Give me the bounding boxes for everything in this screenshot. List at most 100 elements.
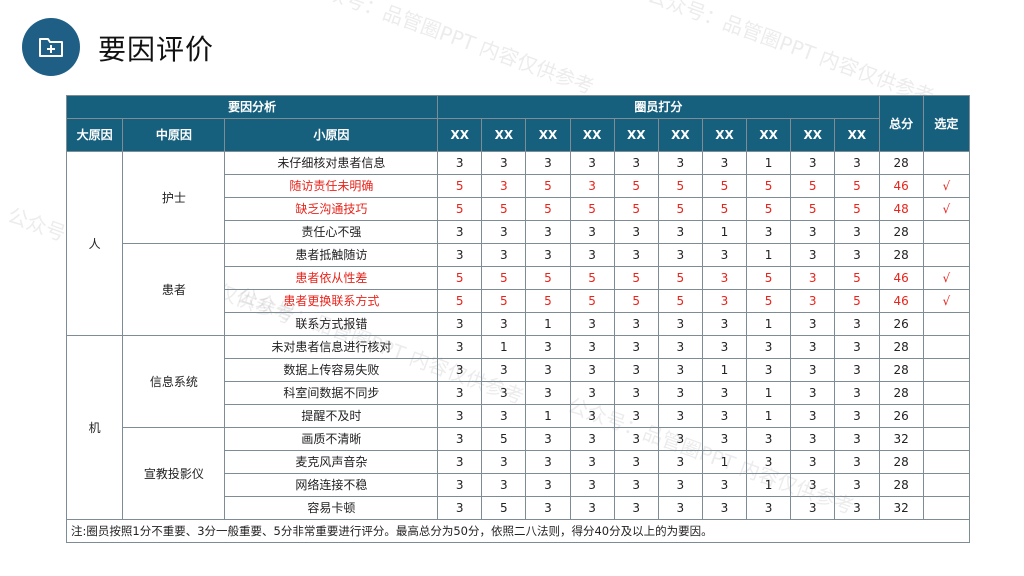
scorer-header: XX — [701, 118, 748, 152]
score-cell: 3 — [746, 496, 792, 520]
score-cell: 1 — [746, 473, 792, 497]
score-cell: 5 — [746, 174, 792, 198]
factor-analysis-header: 要因分析 — [65, 95, 439, 119]
score-cell: 3 — [569, 496, 615, 520]
score-cell: 3 — [569, 151, 615, 175]
score-cell: 5 — [834, 266, 880, 290]
selected-mark-cell — [922, 220, 971, 244]
score-cell: 3 — [834, 381, 880, 405]
score-cell: 3 — [701, 312, 748, 336]
score-cell: 3 — [613, 358, 659, 382]
score-cell: 1 — [746, 312, 792, 336]
score-cell: 3 — [790, 220, 836, 244]
score-cell: 1 — [701, 220, 748, 244]
score-cell: 3 — [701, 381, 748, 405]
score-cell: 3 — [790, 450, 836, 474]
score-cell: 5 — [481, 496, 527, 520]
score-cell: 5 — [525, 266, 571, 290]
score-cell: 3 — [790, 427, 836, 451]
score-cell: 3 — [701, 473, 748, 497]
middle-cause-cell: 信息系统 — [122, 335, 226, 428]
minor-cause-header: 小原因 — [224, 118, 439, 152]
score-cell: 3 — [437, 473, 483, 497]
middle-cause-header: 中原因 — [122, 118, 226, 152]
scorer-header: XX — [481, 118, 527, 152]
selected-mark-cell: √ — [922, 174, 971, 198]
minor-cause-cell: 未仔细核对患者信息 — [224, 151, 439, 175]
score-cell: 3 — [569, 174, 615, 198]
scorer-header: XX — [437, 118, 483, 152]
score-cell: 5 — [834, 197, 880, 221]
watermark: 公众号：品管圈PPT 内容仅供参考 — [644, 0, 938, 109]
score-cell: 3 — [834, 243, 880, 267]
score-cell: 3 — [481, 312, 527, 336]
score-cell: 3 — [790, 289, 836, 313]
selected-mark-cell: √ — [922, 289, 971, 313]
score-cell: 3 — [569, 473, 615, 497]
selected-mark-cell — [922, 335, 971, 359]
score-cell: 3 — [746, 427, 792, 451]
score-cell: 3 — [834, 220, 880, 244]
score-cell: 3 — [613, 220, 659, 244]
total-score-cell: 28 — [878, 358, 924, 382]
score-cell: 1 — [746, 404, 792, 428]
score-cell: 3 — [790, 312, 836, 336]
score-cell: 3 — [481, 473, 527, 497]
score-cell: 5 — [437, 289, 483, 313]
scorer-header: XX — [569, 118, 615, 152]
score-cell: 3 — [834, 450, 880, 474]
score-cell: 3 — [701, 496, 748, 520]
selected-mark-cell — [922, 427, 971, 451]
score-cell: 3 — [437, 496, 483, 520]
score-cell: 3 — [525, 220, 571, 244]
score-cell: 3 — [437, 427, 483, 451]
score-cell: 3 — [790, 473, 836, 497]
score-cell: 3 — [569, 243, 615, 267]
score-cell: 5 — [437, 266, 483, 290]
score-cell: 3 — [613, 427, 659, 451]
score-cell: 3 — [657, 151, 703, 175]
note-row: 注:圈员按照1分不重要、3分一般重要、5分非常重要进行评分。最高总分为50分，依… — [66, 519, 970, 543]
score-cell: 3 — [746, 358, 792, 382]
score-cell: 5 — [657, 174, 703, 198]
total-score-cell: 28 — [878, 473, 924, 497]
score-cell: 1 — [746, 381, 792, 405]
middle-cause-cell: 护士 — [122, 151, 226, 244]
score-cell: 1 — [525, 404, 571, 428]
score-cell: 3 — [437, 335, 483, 359]
watermark: 公众号：品管圈PPT 内容仅供参考 — [304, 0, 598, 99]
table-row: 网络连接不稳 3 3 3 3 3 3 3 1 3 3 28 — [67, 473, 971, 497]
score-cell: 3 — [481, 381, 527, 405]
selected-mark-cell — [922, 496, 971, 520]
table-row: 数据上传容易失败 3 3 3 3 3 3 1 3 3 3 28 — [67, 358, 971, 382]
score-cell: 5 — [746, 289, 792, 313]
minor-cause-cell: 患者抵触随访 — [224, 243, 439, 267]
score-cell: 3 — [657, 496, 703, 520]
score-cell: 3 — [701, 289, 748, 313]
table-row: 人护士 未仔细核对患者信息 3 3 3 3 3 3 3 1 3 3 28 — [65, 151, 971, 336]
page-title: 要因评价 — [98, 33, 215, 66]
selected-mark-cell: √ — [922, 266, 971, 290]
table-row: 宣教投影仪 画质不清晰 3 5 3 3 3 3 3 3 3 3 32 — [67, 427, 971, 520]
table-row: 责任心不强 3 3 3 3 3 3 1 3 3 3 28 — [67, 220, 971, 244]
score-cell: 3 — [790, 358, 836, 382]
factor-evaluation-table: 要因分析 圈员打分 总分 选定 大原因 中原因 小原因 XX XX XX XX XX XX… — [65, 95, 971, 543]
score-cell: 3 — [569, 404, 615, 428]
score-cell: 3 — [613, 450, 659, 474]
score-cell: 3 — [569, 220, 615, 244]
selected-mark-cell: √ — [922, 197, 971, 221]
score-cell: 5 — [569, 289, 615, 313]
score-cell: 3 — [613, 335, 659, 359]
score-cell: 3 — [481, 151, 527, 175]
score-cell: 1 — [701, 450, 748, 474]
member-scoring-header: 圈员打分 — [437, 95, 880, 119]
score-cell: 3 — [701, 404, 748, 428]
score-cell: 5 — [657, 266, 703, 290]
selected-mark-cell — [922, 243, 971, 267]
score-cell: 3 — [437, 358, 483, 382]
score-cell: 3 — [437, 220, 483, 244]
selected-mark-cell — [922, 312, 971, 336]
selected-mark-cell — [922, 358, 971, 382]
score-cell: 3 — [701, 151, 748, 175]
score-cell: 3 — [657, 358, 703, 382]
